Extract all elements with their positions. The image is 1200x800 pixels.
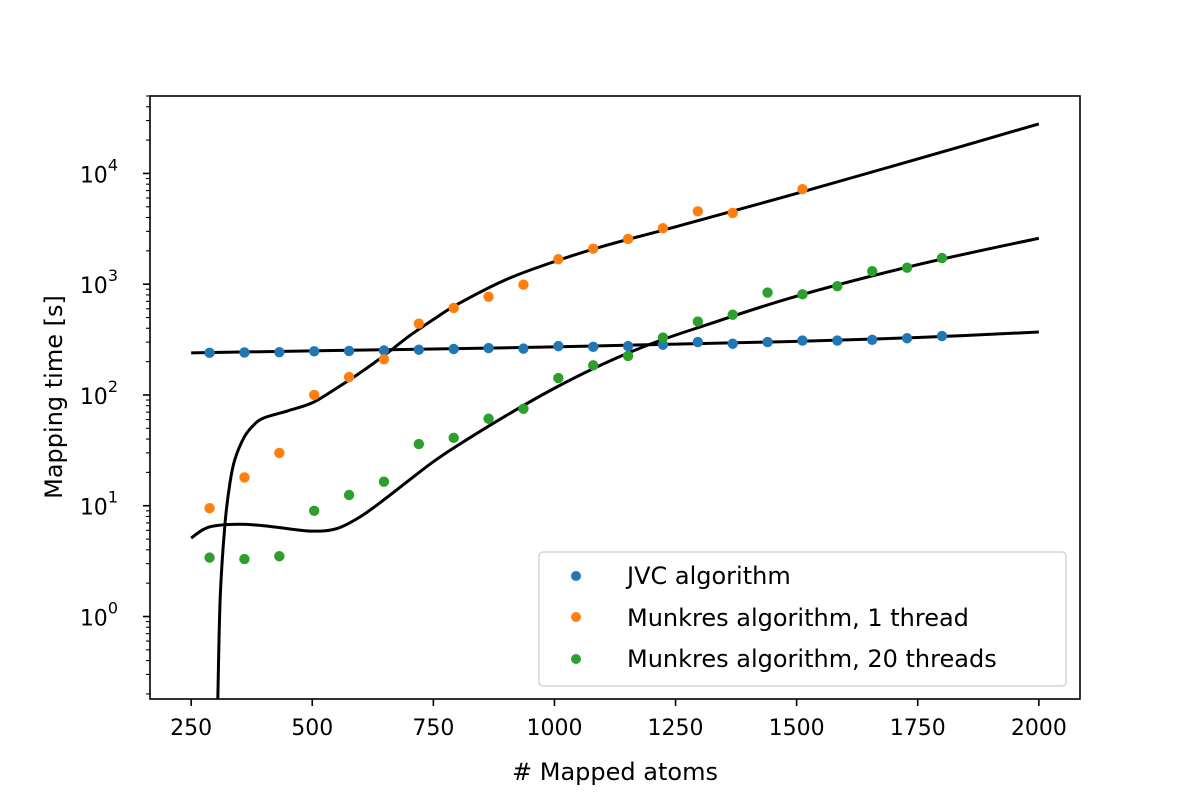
x-tick-label: 1250	[648, 716, 704, 741]
legend-marker-jvc	[571, 571, 581, 581]
point-series-3	[727, 309, 738, 320]
point-series-1	[343, 345, 355, 357]
point-series-2	[588, 243, 599, 254]
point-series-3	[553, 372, 564, 384]
point-series-1	[239, 347, 250, 358]
point-series-2	[727, 207, 738, 219]
point-series-3	[483, 413, 494, 424]
legend-label-jvc: JVC algorithm	[625, 562, 791, 590]
point-series-3	[797, 289, 808, 300]
point-series-2	[413, 318, 425, 329]
point-series-2	[692, 206, 704, 217]
point-series-1	[309, 346, 320, 357]
y-axis-ticks: 100 101 102 103 104	[80, 95, 150, 695]
point-series-1	[204, 347, 215, 359]
point-series-2	[797, 184, 808, 195]
plot-frame	[149, 95, 1081, 700]
x-tick-label: 250	[170, 716, 212, 741]
x-tick-label: 1000	[526, 716, 582, 741]
legend-marker-munkres-20	[571, 654, 581, 664]
y-tick-label: 101	[80, 488, 118, 521]
point-series-2	[343, 371, 355, 383]
point-series-3	[378, 476, 390, 487]
y-tick-label: 103	[80, 266, 118, 299]
point-series-1	[762, 336, 773, 348]
point-series-1	[657, 339, 669, 350]
point-series-2	[518, 279, 529, 290]
point-series-3	[867, 266, 878, 277]
point-series-2	[622, 233, 634, 245]
point-series-3	[762, 287, 773, 298]
point-series-1	[274, 347, 285, 358]
y-tick-label: 102	[80, 377, 118, 410]
x-tick-label: 1750	[890, 716, 946, 741]
point-series-3	[413, 438, 425, 450]
point-series-2	[309, 389, 320, 401]
point-series-3	[239, 553, 250, 565]
point-series-3	[274, 551, 285, 562]
point-series-3	[692, 316, 704, 327]
legend-box	[538, 551, 1067, 687]
point-series-1	[483, 342, 494, 354]
point-series-1	[867, 334, 878, 345]
point-series-1	[553, 340, 564, 352]
point-series-3	[936, 252, 948, 264]
legend-label-munkres-1: Munkres algorithm, 1 thread	[627, 604, 969, 632]
y-axis-label: Mapping time [s]	[40, 295, 68, 499]
point-series-1	[901, 333, 913, 344]
point-series-3	[448, 432, 459, 444]
point-series-2	[204, 503, 215, 514]
point-series-2	[239, 472, 250, 483]
x-tick-label: 1500	[769, 716, 825, 741]
point-series-1	[448, 343, 459, 355]
point-series-1	[727, 338, 738, 349]
point-series-1	[692, 336, 704, 348]
point-series-2	[274, 447, 285, 459]
point-series-3	[832, 280, 843, 292]
x-axis-ticks: 250 500 750 1000 1250 1500 1750 2000	[170, 699, 1067, 741]
legend: JVC algorithm Munkres algorithm, 1 threa…	[538, 551, 1067, 687]
x-tick-label: 500	[291, 716, 333, 741]
point-series-3	[518, 403, 529, 415]
x-tick-label: 2000	[1011, 716, 1067, 741]
fit-curve-2	[216, 122, 1040, 700]
point-series-1	[797, 335, 808, 346]
point-series-1	[413, 344, 425, 355]
point-series-2	[448, 302, 459, 314]
point-series-1	[518, 343, 529, 354]
x-tick-label: 750	[412, 716, 454, 741]
point-series-3	[901, 262, 913, 273]
data-points	[204, 184, 948, 565]
point-series-3	[588, 360, 599, 371]
legend-label-munkres-20: Munkres algorithm, 20 threads	[627, 645, 997, 673]
y-tick-label: 100	[80, 599, 118, 632]
point-series-2	[553, 254, 564, 265]
point-series-1	[936, 330, 948, 342]
point-series-3	[204, 552, 215, 563]
point-series-2	[378, 354, 390, 365]
point-series-1	[378, 345, 390, 356]
y-tick-label: 104	[80, 155, 118, 188]
legend-marker-munkres-1	[571, 612, 581, 622]
point-series-2	[657, 223, 669, 234]
point-series-1	[622, 340, 634, 352]
point-series-1	[588, 341, 599, 353]
point-series-3	[657, 332, 669, 343]
point-series-1	[832, 335, 843, 346]
point-series-3	[309, 505, 320, 516]
x-axis-label: # Mapped atoms	[512, 758, 718, 786]
point-series-3	[343, 489, 355, 501]
point-series-2	[483, 291, 494, 302]
point-series-3	[622, 350, 634, 362]
